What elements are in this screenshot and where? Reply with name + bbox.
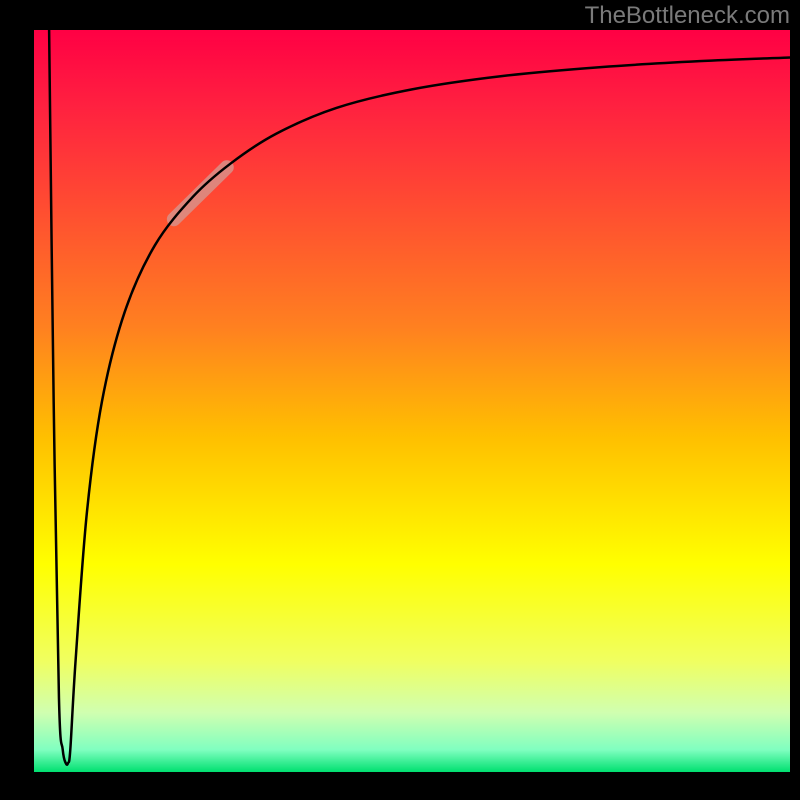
highlight-segment	[174, 167, 227, 219]
chart-container: TheBottleneck.com	[0, 0, 800, 800]
curve-layer	[34, 30, 790, 772]
bottleneck-curve	[49, 30, 790, 765]
plot-area	[34, 30, 790, 772]
watermark-text: TheBottleneck.com	[585, 2, 790, 30]
